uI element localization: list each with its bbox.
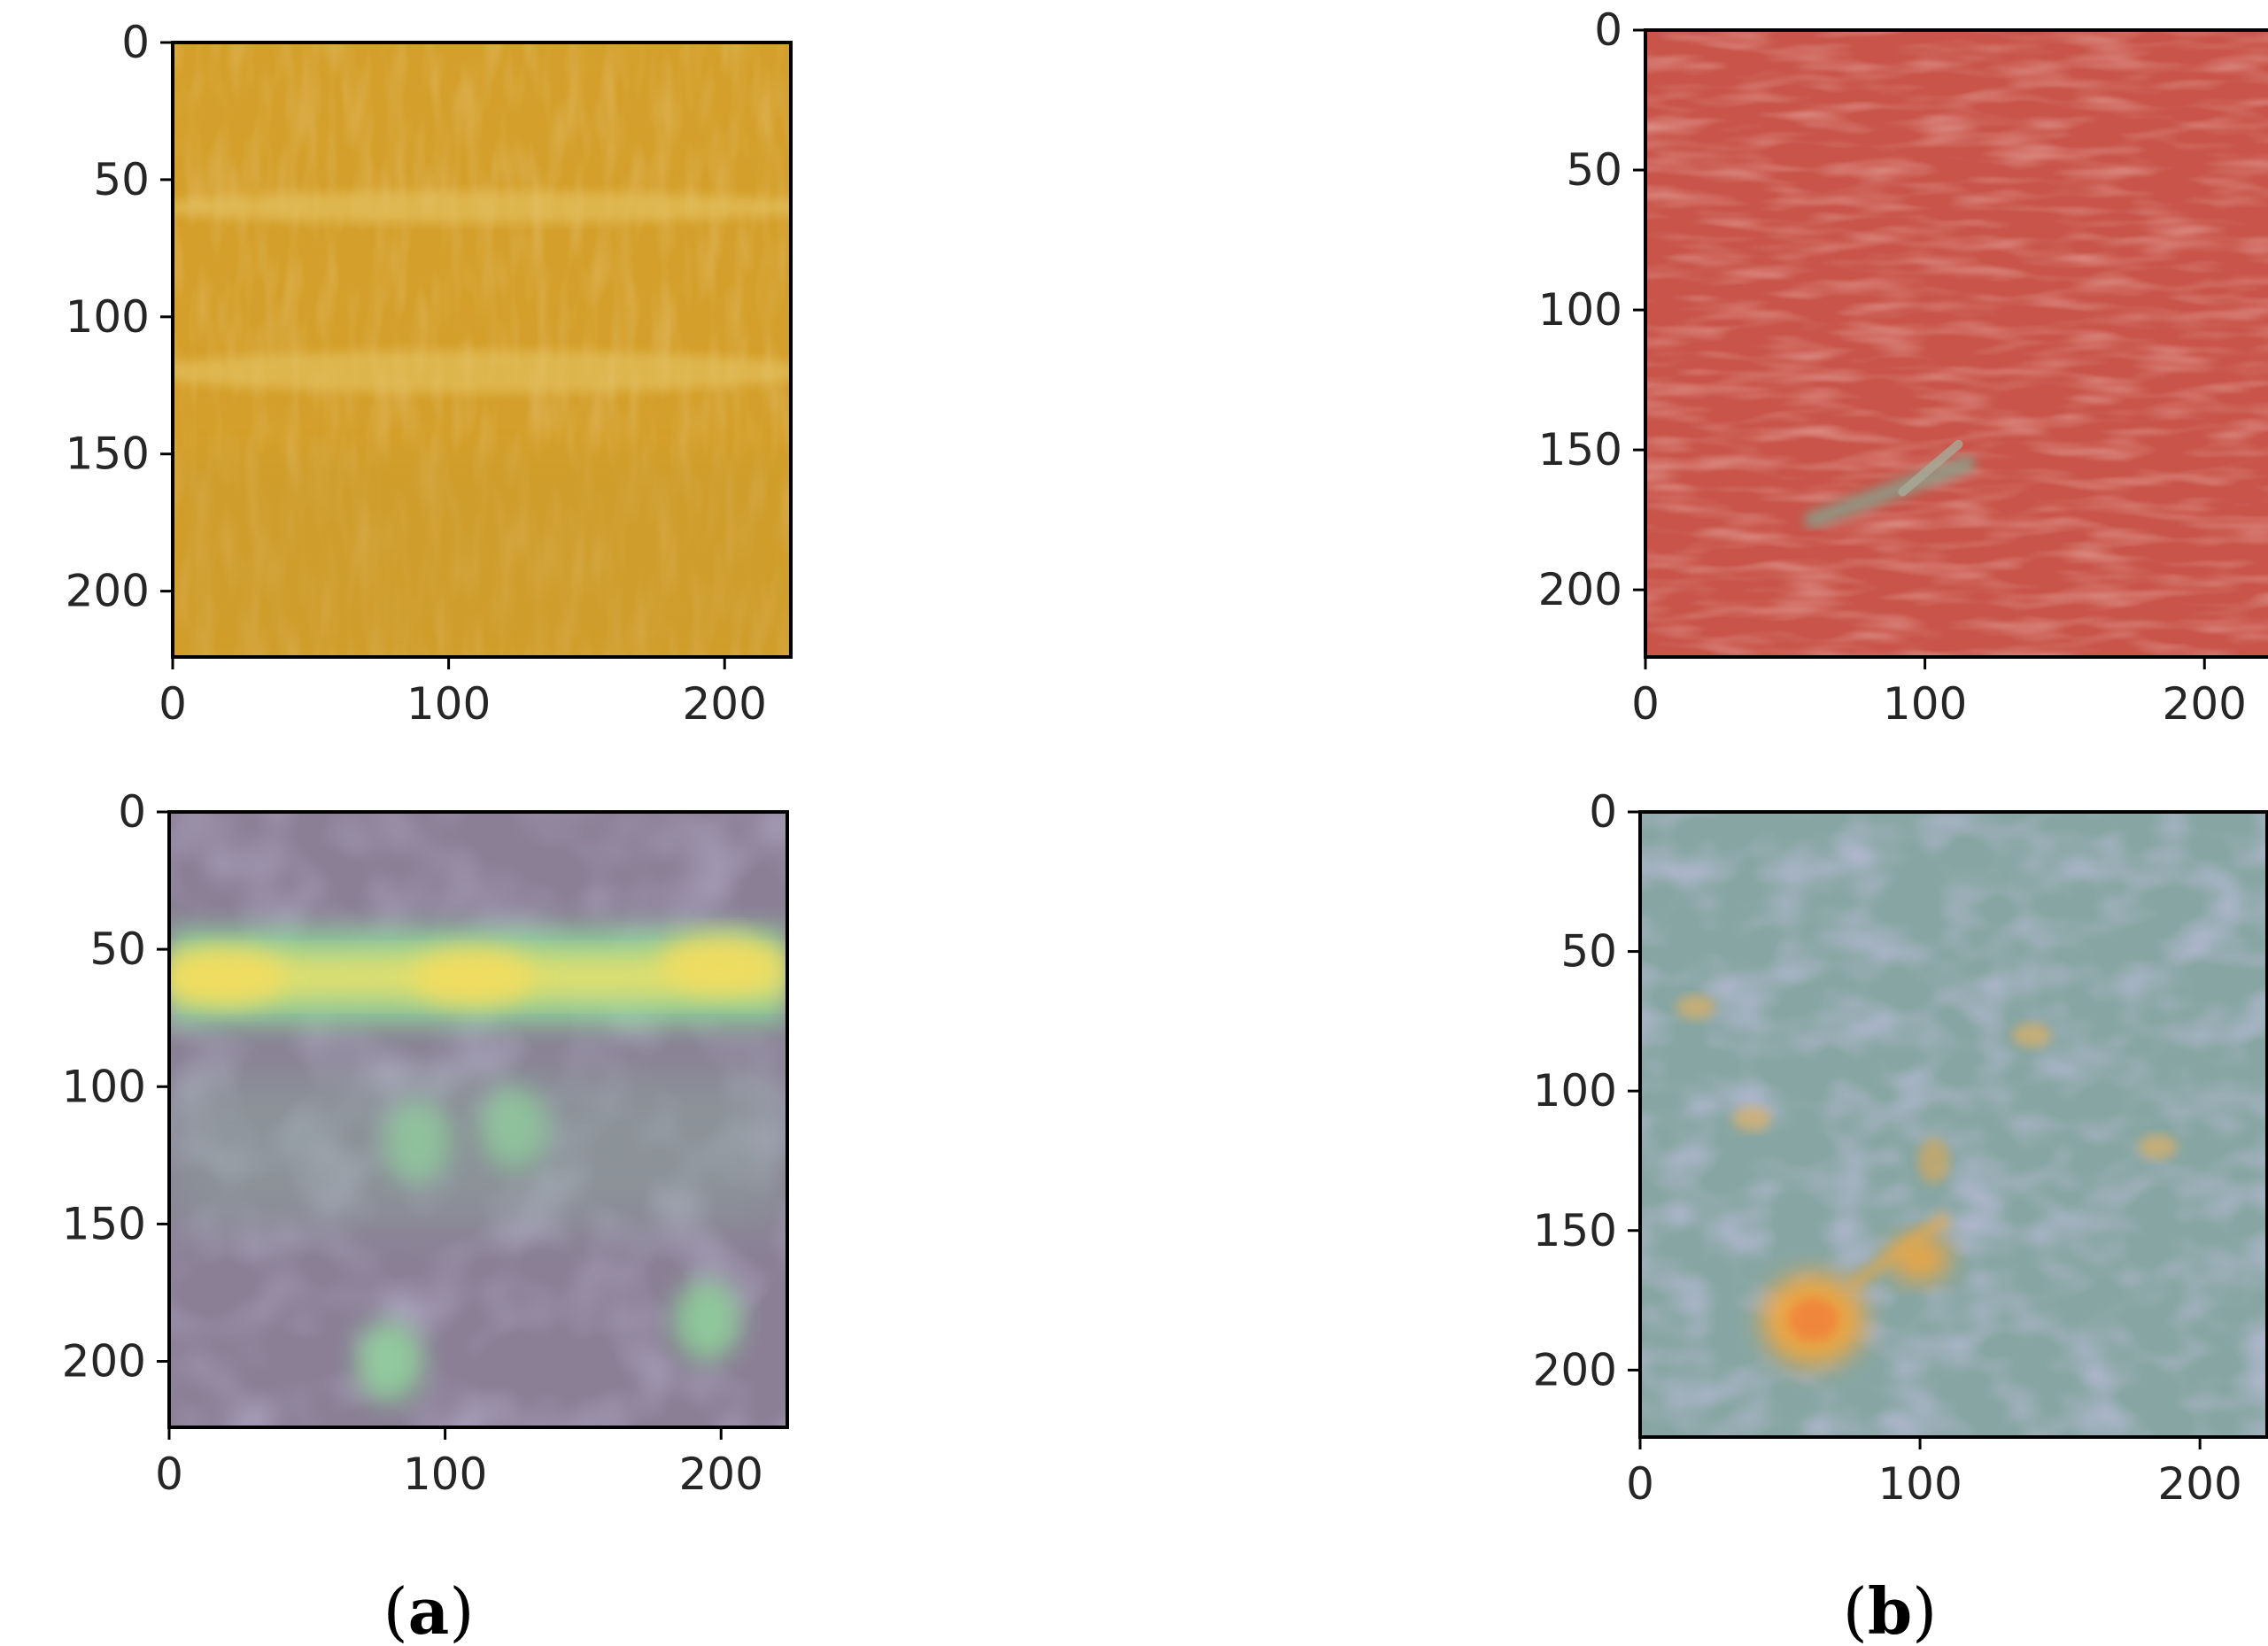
panel-a-heatmap: 0 100 200 0 50 100 150 200 — [62, 786, 789, 1500]
x-tick-label: 0 — [159, 678, 187, 730]
x-tick-label: 100 — [1877, 1458, 1962, 1510]
y-tick-label: 50 — [89, 923, 146, 975]
y-tick-label: 200 — [66, 566, 150, 617]
panel-caption-a: (a) — [383, 1573, 475, 1646]
y-tick-label: 0 — [1589, 786, 1617, 838]
y-tick-label: 100 — [1538, 284, 1622, 336]
x-tick-label: 0 — [155, 1449, 183, 1500]
axes-frame — [1644, 28, 2268, 659]
y-tick-label: 50 — [93, 154, 150, 205]
panel-b-heatmap: 0 100 200 0 50 100 150 200 — [1533, 786, 2268, 1510]
y-tick-label: 100 — [66, 291, 150, 343]
panel-image — [1645, 30, 2268, 657]
y-tick-label: 100 — [1533, 1065, 1617, 1117]
x-tick-label: 0 — [1631, 678, 1660, 730]
x-tick-label: 200 — [678, 1449, 762, 1500]
y-tick-label: 150 — [62, 1198, 146, 1249]
x-tick-label: 100 — [406, 678, 491, 730]
y-tick-label: 150 — [66, 429, 150, 480]
y-tick-label: 200 — [1533, 1344, 1617, 1395]
panel-image — [169, 812, 787, 1427]
axes-frame — [167, 810, 789, 1429]
y-tick-label: 0 — [118, 786, 146, 838]
panel-a-original: 0 100 200 0 50 100 150 200 — [66, 17, 793, 730]
y-tick-label: 50 — [1560, 926, 1617, 978]
panel-image — [173, 43, 791, 657]
panel-image — [1640, 812, 2267, 1437]
y-tick-label: 200 — [62, 1336, 146, 1387]
axes-frame — [1638, 810, 2268, 1439]
y-tick-label: 100 — [62, 1061, 146, 1112]
y-tick-label: 150 — [1538, 424, 1622, 475]
x-tick-label: 200 — [682, 678, 766, 730]
y-tick-label: 200 — [1538, 564, 1622, 615]
x-tick-label: 100 — [1883, 678, 1967, 730]
y-tick-label: 0 — [121, 17, 150, 68]
axes-frame — [171, 41, 793, 659]
x-tick-label: 200 — [2163, 678, 2247, 730]
y-tick-label: 150 — [1533, 1205, 1617, 1256]
y-tick-label: 50 — [1566, 144, 1622, 196]
x-tick-label: 0 — [1626, 1458, 1654, 1510]
x-tick-label: 100 — [403, 1449, 487, 1500]
y-tick-label: 0 — [1594, 4, 1622, 56]
panel-caption-b: (b) — [1843, 1573, 1938, 1646]
panel-b-original: 0 100 200 0 50 100 150 200 — [1538, 4, 2268, 730]
x-tick-label: 200 — [2157, 1458, 2241, 1510]
